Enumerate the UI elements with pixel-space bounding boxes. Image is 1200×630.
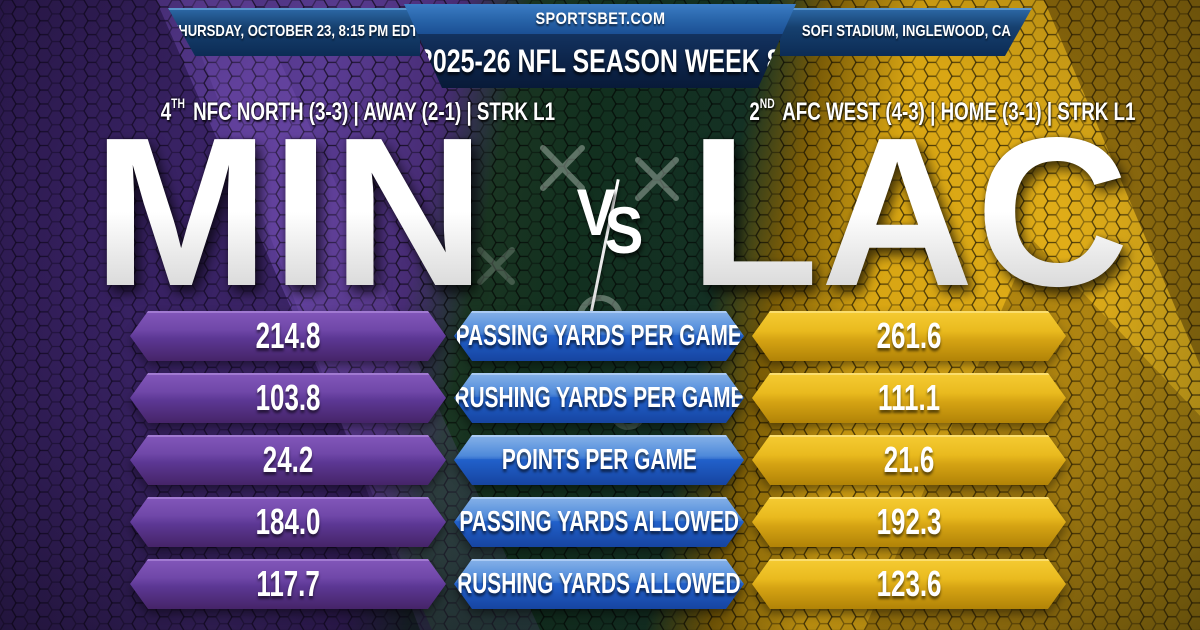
- stat-row: 103.8 RUSHING YARDS PER GAME 111.1: [0, 373, 1200, 423]
- home-team-abbr: LAC: [620, 106, 1200, 318]
- page-title: 2025-26 NFL SEASON WEEK 8: [419, 42, 781, 79]
- away-stat-value: 184.0: [130, 497, 446, 547]
- stat-row: 184.0 PASSING YARDS ALLOWED 192.3: [0, 497, 1200, 547]
- home-record-text: AFC WEST (4-3) | HOME (3-1) | STRK L1: [782, 98, 1135, 126]
- home-team-info: 2ND AFC WEST (4-3) | HOME (3-1) | STRK L…: [682, 96, 1200, 128]
- banner-center: SPORTSBET.COM 2025-26 NFL SEASON WEEK 8: [398, 4, 802, 88]
- stat-label: RUSHING YARDS PER GAME: [454, 373, 744, 423]
- site-strip: SPORTSBET.COM: [398, 4, 802, 34]
- away-team-info: 4TH NFC NORTH (3-3) | AWAY (2-1) | STRK …: [98, 96, 618, 128]
- home-stat-value: 111.1: [752, 373, 1066, 423]
- away-record-text: NFC NORTH (3-3) | AWAY (2-1) | STRK L1: [193, 98, 555, 126]
- stat-row: 117.7 RUSHING YARDS ALLOWED 123.6: [0, 559, 1200, 609]
- venue-text: SOFI STADIUM, INGLEWOOD, CA: [801, 23, 1011, 40]
- stat-label: PASSING YARDS PER GAME: [454, 311, 744, 361]
- away-rank-suffix: TH: [171, 96, 186, 112]
- away-rank: 4: [161, 98, 171, 126]
- home-stat-value: 123.6: [752, 559, 1066, 609]
- banner-venue-wing: SOFI STADIUM, INGLEWOOD, CA: [780, 8, 1032, 56]
- away-stat-value: 24.2: [130, 435, 446, 485]
- home-stat-value: 192.3: [752, 497, 1066, 547]
- home-rank: 2: [749, 98, 759, 126]
- home-rank-suffix: ND: [759, 96, 775, 112]
- away-stat-value: 117.7: [130, 559, 446, 609]
- banner-date-wing: THURSDAY, OCTOBER 23, 8:15 PM EDT: [168, 8, 420, 56]
- stat-label: POINTS PER GAME: [454, 435, 744, 485]
- away-team-abbr: MIN: [0, 106, 580, 318]
- home-stat-value: 21.6: [752, 435, 1066, 485]
- home-stat-value: 261.6: [752, 311, 1066, 361]
- site-name: SPORTSBET.COM: [535, 9, 665, 28]
- away-stat-value: 214.8: [130, 311, 446, 361]
- away-stat-value: 103.8: [130, 373, 446, 423]
- vs-letter-s: S: [604, 193, 644, 267]
- vs-letter-v: V: [576, 175, 616, 249]
- stat-label: RUSHING YARDS ALLOWED: [454, 559, 744, 609]
- title-strip: 2025-26 NFL SEASON WEEK 8: [398, 34, 802, 88]
- stat-label: PASSING YARDS ALLOWED: [454, 497, 744, 547]
- stat-row: 24.2 POINTS PER GAME 21.6: [0, 435, 1200, 485]
- stat-row: 214.8 PASSING YARDS PER GAME 261.6: [0, 311, 1200, 361]
- game-date-text: THURSDAY, OCTOBER 23, 8:15 PM EDT: [170, 23, 418, 40]
